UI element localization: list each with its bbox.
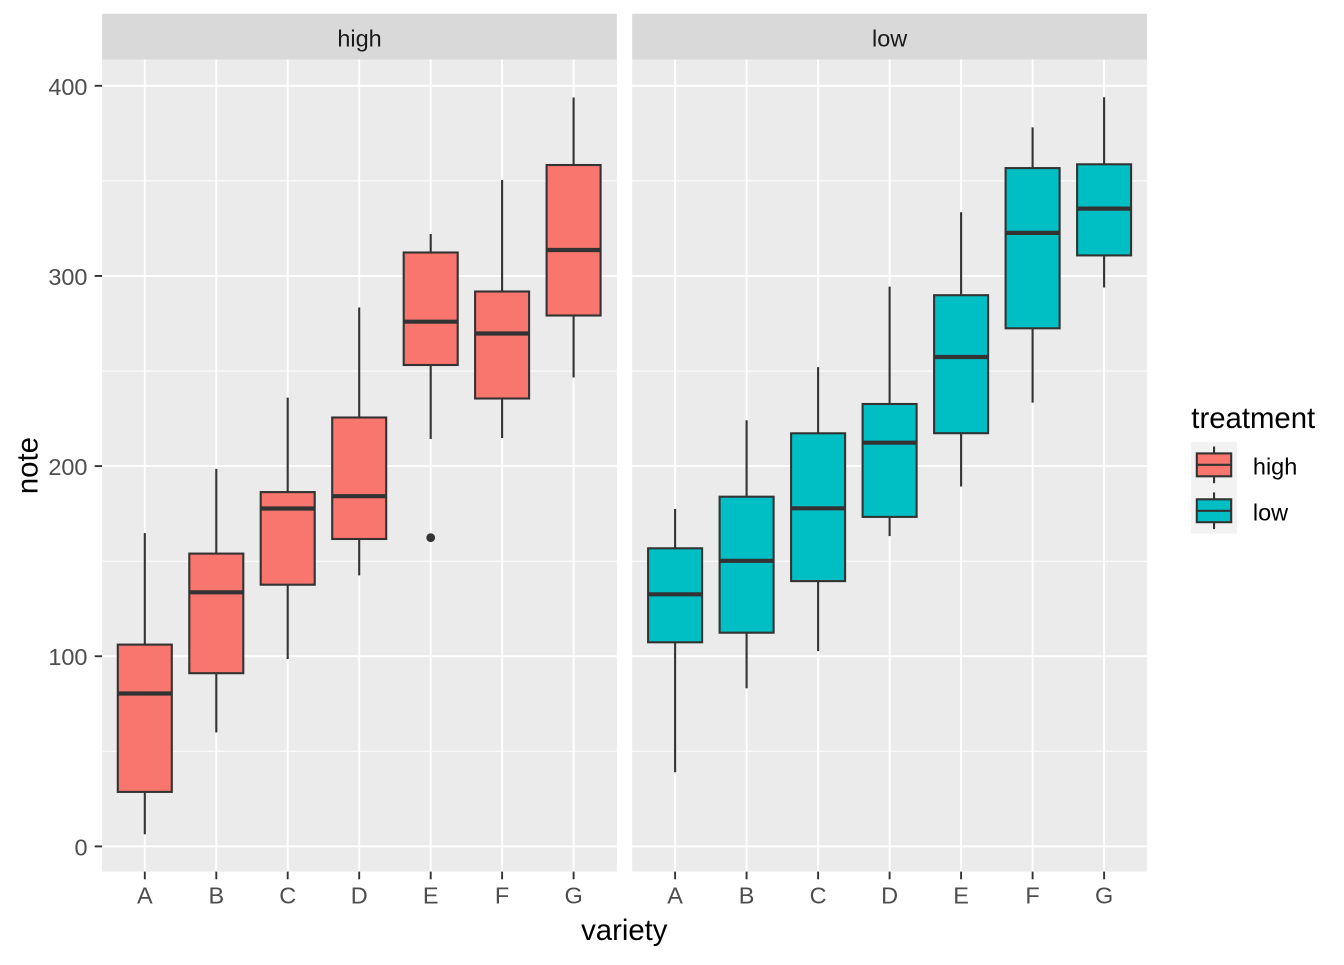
svg-text:D: D xyxy=(351,882,368,908)
svg-text:A: A xyxy=(667,882,683,908)
svg-text:E: E xyxy=(423,882,439,908)
svg-text:F: F xyxy=(1025,882,1039,908)
svg-text:low: low xyxy=(1253,500,1288,526)
svg-text:F: F xyxy=(495,882,509,908)
svg-text:D: D xyxy=(881,882,898,908)
svg-text:C: C xyxy=(279,882,296,908)
svg-text:treatment: treatment xyxy=(1191,402,1315,435)
svg-text:G: G xyxy=(564,882,582,908)
svg-text:high: high xyxy=(1253,454,1297,480)
svg-text:C: C xyxy=(810,882,827,908)
svg-text:variety: variety xyxy=(581,914,668,947)
svg-text:200: 200 xyxy=(48,454,87,480)
svg-text:note: note xyxy=(11,437,44,494)
svg-text:E: E xyxy=(953,882,969,908)
svg-text:B: B xyxy=(208,882,224,908)
svg-text:B: B xyxy=(739,882,755,908)
svg-text:high: high xyxy=(337,26,381,52)
svg-text:G: G xyxy=(1095,882,1113,908)
svg-text:low: low xyxy=(872,26,907,52)
svg-text:400: 400 xyxy=(48,74,87,100)
svg-text:300: 300 xyxy=(48,264,87,290)
svg-text:100: 100 xyxy=(48,644,87,670)
svg-text:0: 0 xyxy=(74,834,87,860)
svg-text:A: A xyxy=(137,882,153,908)
